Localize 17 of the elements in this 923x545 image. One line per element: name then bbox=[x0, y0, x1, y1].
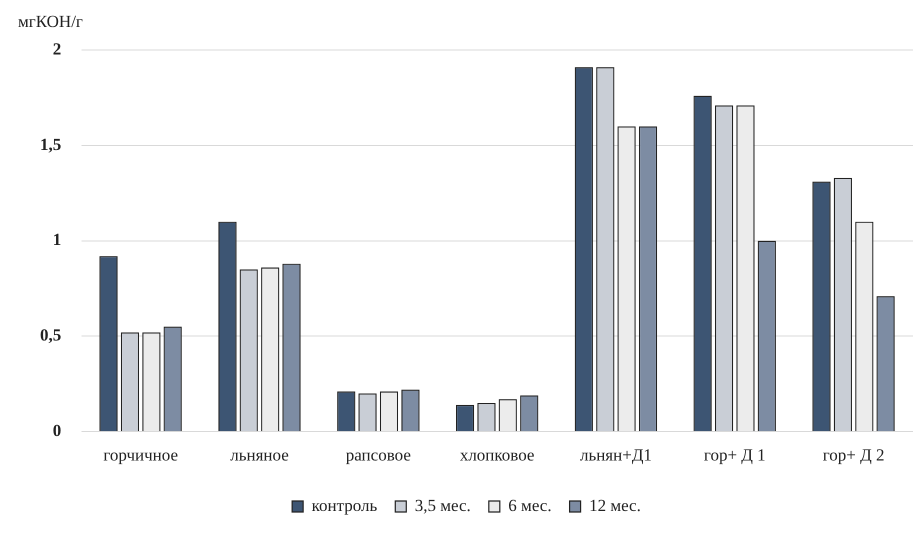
legend-label: 6 мес. bbox=[508, 496, 552, 515]
x-tick-label: льняное bbox=[230, 445, 289, 464]
y-tick-label: 1,5 bbox=[40, 134, 62, 154]
x-tick-label: рапсовое bbox=[346, 445, 411, 464]
legend-label: контроль bbox=[312, 496, 378, 515]
y-tick-label: 0 bbox=[52, 420, 62, 440]
legend-label: 12 мес. bbox=[589, 496, 641, 515]
x-tick-label: гор+ Д 2 bbox=[822, 445, 884, 464]
y-tick-label: 2 bbox=[52, 39, 62, 58]
y-tick-label: 0,5 bbox=[40, 326, 62, 345]
x-tick-label: хлопковое bbox=[460, 445, 534, 464]
x-tick-label: горчичное bbox=[103, 445, 178, 464]
x-tick-label: льнян+Д1 bbox=[580, 445, 652, 464]
y-axis-title: мгКОН/г bbox=[18, 12, 83, 32]
legend-label: 3,5 мес. bbox=[414, 496, 471, 515]
y-tick-label: 1 bbox=[52, 230, 62, 250]
x-tick-label: гор+ Д 1 bbox=[704, 445, 766, 464]
